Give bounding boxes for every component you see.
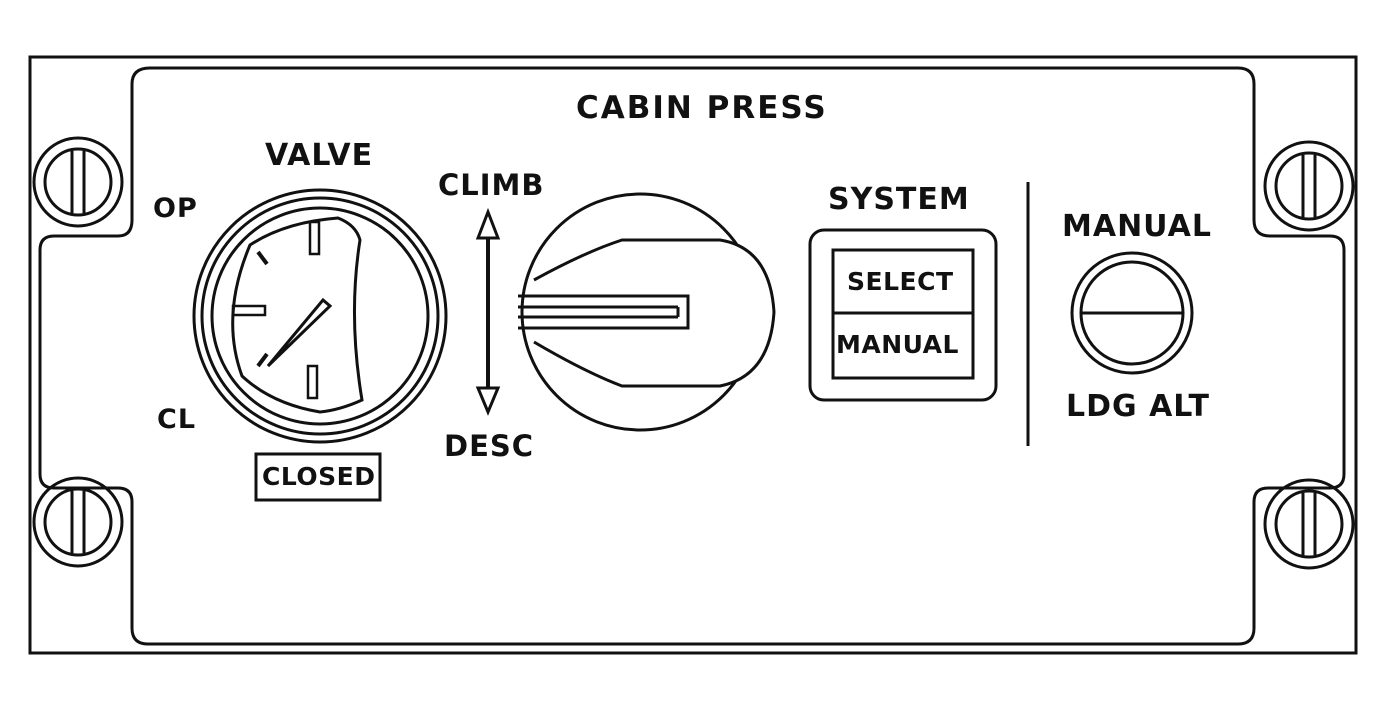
closed-indicator-light: CLOSED [262, 462, 376, 491]
screw-top-right [1263, 140, 1355, 232]
manual-ldg-alt-knob-control[interactable] [1072, 253, 1192, 373]
system-label: SYSTEM [828, 182, 970, 217]
rate-selector-knob [518, 192, 776, 432]
manual-ldg-alt-knob [1070, 251, 1194, 375]
system-switch-bezel [808, 228, 998, 402]
system-manual-legend: MANUAL [836, 330, 959, 359]
gauge-tick [308, 220, 321, 256]
panel-outer-frame [28, 55, 1358, 655]
manual-knob-label: MANUAL [1062, 209, 1212, 244]
gauge-tick [306, 364, 319, 400]
gauge-tick [256, 250, 269, 266]
knob-pointer [518, 294, 690, 330]
rate-selector-knob-control[interactable] [520, 194, 776, 430]
screw-top-left [32, 136, 124, 228]
valve-position-gauge [192, 188, 448, 444]
system-select-switch[interactable] [810, 230, 996, 400]
valve-closed-label: CL [157, 404, 197, 435]
system-select-legend: SELECT [847, 267, 954, 296]
rate-double-arrow [475, 207, 501, 416]
gauge-tick [231, 304, 267, 317]
ldg-alt-label: LDG ALT [1066, 389, 1210, 424]
panel-faceplate [38, 66, 1346, 646]
valve-label: VALVE [265, 138, 374, 173]
climb-label: CLIMB [438, 168, 545, 202]
screw-bottom-left [32, 476, 124, 568]
desc-label: DESC [444, 429, 535, 463]
gauge-needle [266, 297, 333, 368]
closed-indicator-box [254, 452, 382, 502]
valve-open-label: OP [153, 193, 198, 224]
panel-title: CABIN PRESS [576, 90, 828, 126]
gauge-tick [256, 352, 269, 368]
gauge-dial-face [231, 216, 364, 414]
screw-bottom-right [1263, 478, 1355, 570]
